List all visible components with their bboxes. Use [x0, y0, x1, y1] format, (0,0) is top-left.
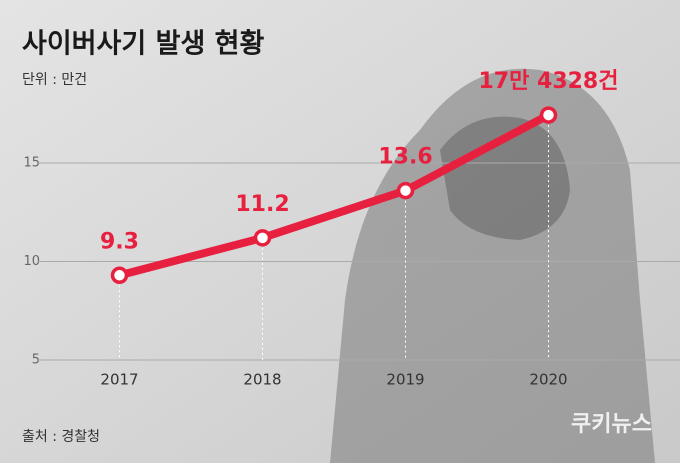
chart-title: 사이버사기 발생 현황 [22, 29, 265, 60]
x-tick-label: 2019 [386, 371, 424, 389]
data-point [539, 106, 558, 124]
data-point [396, 181, 415, 200]
logo: 쿠키뉴스 [571, 412, 652, 437]
x-tick-label: 2017 [100, 371, 138, 389]
hooded-figure [330, 68, 655, 463]
value-label: 11.2 [235, 192, 289, 217]
source: 출처 : 경찰청 [22, 429, 100, 445]
value-label: 17만 4328건 [479, 69, 619, 94]
value-label: 9.3 [100, 229, 139, 254]
data-point [253, 229, 272, 247]
x-tick-label: 2018 [243, 371, 281, 389]
y-tick-label: 15 [23, 156, 40, 171]
data-point [110, 266, 129, 285]
data-line [118, 111, 551, 280]
x-tick-label: 2020 [529, 371, 567, 389]
y-tick-label: 10 [23, 254, 40, 269]
y-tick-label: 5 [32, 353, 40, 368]
subtitle: 단위 : 만건 [22, 72, 87, 88]
value-label: 13.6 [378, 145, 432, 170]
